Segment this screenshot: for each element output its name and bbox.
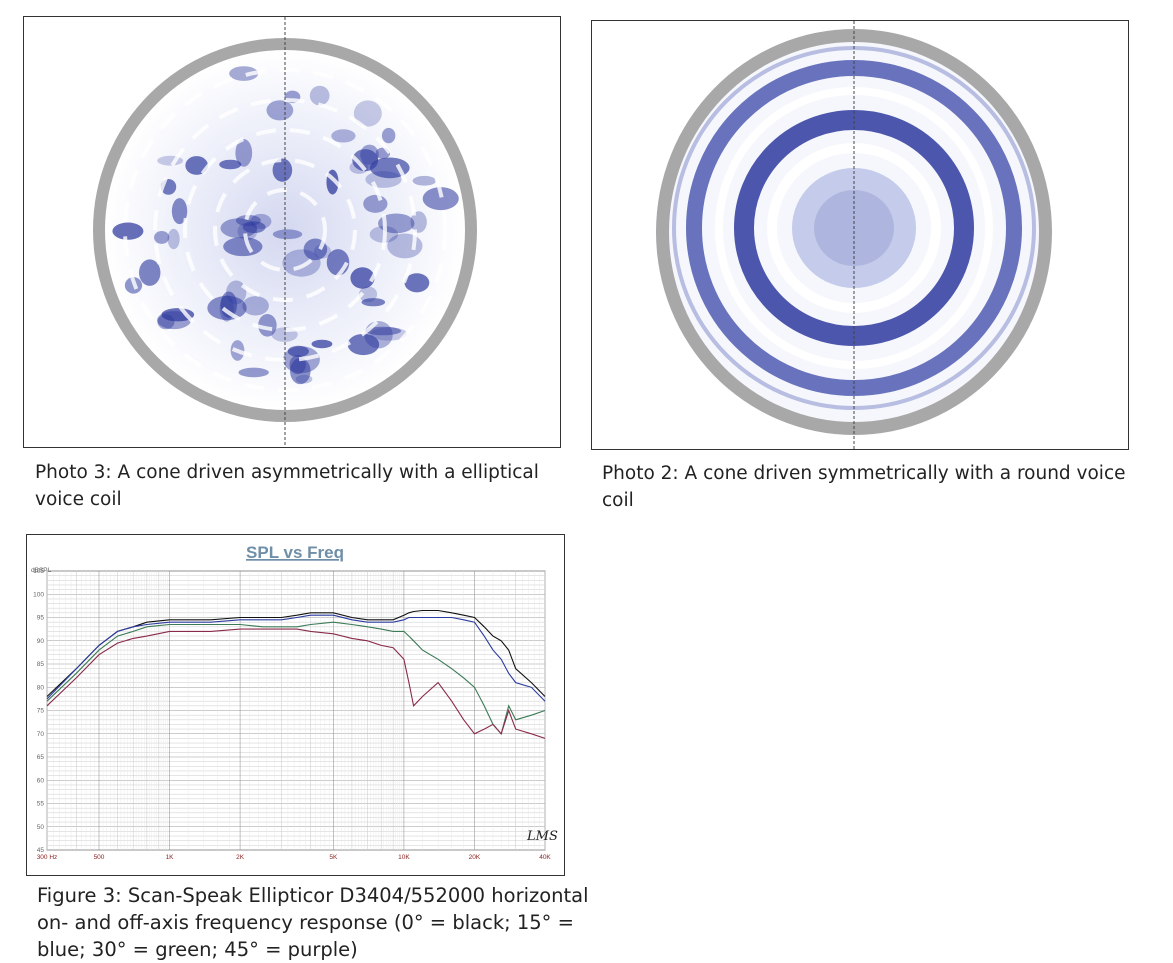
vibration-blob xyxy=(387,233,423,259)
y-tick-label: 45 xyxy=(37,847,45,854)
vibration-blob xyxy=(258,313,277,337)
vibration-blob xyxy=(365,326,402,336)
vibration-blob xyxy=(219,159,242,170)
vibration-blob xyxy=(313,244,332,259)
photo-2-cone-scan xyxy=(656,21,1052,449)
x-tick-labels: 300 Hz 500 1K 2K 5K 10K 20K 40K xyxy=(37,854,552,861)
photo-2-frame xyxy=(591,20,1129,450)
vibration-blob xyxy=(353,100,382,127)
y-tick-label: 85 xyxy=(37,661,45,668)
y-tick-label: 80 xyxy=(37,684,45,691)
vibration-blob xyxy=(157,311,192,330)
y-tick-label: 105 xyxy=(33,568,44,575)
vibration-blob xyxy=(331,129,356,143)
lms-logo: LMS xyxy=(526,829,558,844)
series-line-purple xyxy=(46,628,546,739)
x-tick-label: 500 xyxy=(94,854,105,861)
y-tick-label: 100 xyxy=(33,591,44,598)
vibration-blob xyxy=(266,100,294,121)
y-tick-label: 55 xyxy=(37,801,45,808)
vibration-blob xyxy=(235,214,261,227)
vibration-blob xyxy=(311,339,333,349)
vibration-blob xyxy=(207,295,247,321)
vibration-blob xyxy=(112,222,144,240)
vibration-blob xyxy=(378,213,415,234)
figure-3-caption: Figure 3: Scan-Speak Ellipticor D3404/55… xyxy=(37,884,589,961)
x-tick-label: 2K xyxy=(236,854,245,861)
vibration-blob xyxy=(309,85,330,106)
x-tick-label: 10K xyxy=(398,854,410,861)
vibration-blob xyxy=(223,237,263,257)
node-ring xyxy=(183,128,387,332)
x-tick-label: 20K xyxy=(469,854,481,861)
chart-title: SPL vs Freq xyxy=(246,543,344,562)
y-tick-label: 75 xyxy=(37,708,45,715)
y-tick-labels: 45 50 55 60 65 70 75 80 85 90 95 100 105 xyxy=(33,568,44,854)
vibration-blob xyxy=(381,127,396,144)
vibration-blob xyxy=(410,211,427,233)
vibration-blob xyxy=(154,230,170,244)
vibration-blob xyxy=(347,333,380,356)
vibration-blob xyxy=(229,66,259,81)
vibration-blob xyxy=(404,273,430,293)
vibration-blob xyxy=(358,286,378,303)
vibration-blob xyxy=(157,314,175,330)
series-line-black xyxy=(46,609,546,697)
vibration-blob xyxy=(167,228,180,250)
y-tick-label: 90 xyxy=(37,638,45,645)
vibration-blob xyxy=(287,345,309,357)
y-tick-label: 65 xyxy=(37,754,45,761)
vibration-blob xyxy=(235,139,253,167)
spl-vs-freq-chart: SPL vs Freq dBSPL 45 50 55 60 65 70 75 80 85 90 95… xyxy=(31,543,558,861)
x-tick-label: 5K xyxy=(329,854,338,861)
vibration-blob xyxy=(171,198,188,225)
photo-3-cone-scan xyxy=(93,17,477,447)
vibration-blob xyxy=(242,296,269,316)
photo-3-frame xyxy=(23,16,561,448)
vibration-blob xyxy=(185,156,208,175)
y-axis-label: dBSPL xyxy=(31,567,52,574)
y-tick-label: 60 xyxy=(37,777,45,784)
vibration-blob xyxy=(238,367,269,378)
series-line-green xyxy=(46,621,546,735)
y-tick-label: 70 xyxy=(37,731,45,738)
chart-grid xyxy=(46,570,546,851)
vibration-blob xyxy=(364,321,393,349)
x-tick-label: 1K xyxy=(166,854,175,861)
vibration-blob xyxy=(272,229,303,240)
vibration-blob xyxy=(290,358,311,385)
chart-series xyxy=(46,609,546,739)
vibration-blob xyxy=(361,298,386,307)
vibration-blob xyxy=(139,259,161,286)
x-tick-label: 300 Hz xyxy=(37,854,58,861)
series-line-blue xyxy=(46,614,546,702)
x-tick-label: 40K xyxy=(539,854,551,861)
vibration-blob xyxy=(350,267,375,289)
vibration-blob xyxy=(365,171,402,188)
vibration-blob xyxy=(363,194,388,213)
vibration-blob xyxy=(242,221,266,234)
y-tick-label: 50 xyxy=(37,824,45,831)
photo-3-caption: Photo 3: A cone driven asymmetrically wi… xyxy=(35,462,539,510)
photo-2-caption: Photo 2: A cone driven symmetrically wit… xyxy=(602,463,1126,511)
y-tick-label: 95 xyxy=(37,615,45,622)
vibration-blob xyxy=(412,175,437,186)
figure-3-chart-frame: SPL vs Freq dBSPL 45 50 55 60 65 70 75 80 85 90 95… xyxy=(26,534,565,876)
vibration-blob xyxy=(272,158,293,182)
vibration-blob xyxy=(422,187,459,211)
